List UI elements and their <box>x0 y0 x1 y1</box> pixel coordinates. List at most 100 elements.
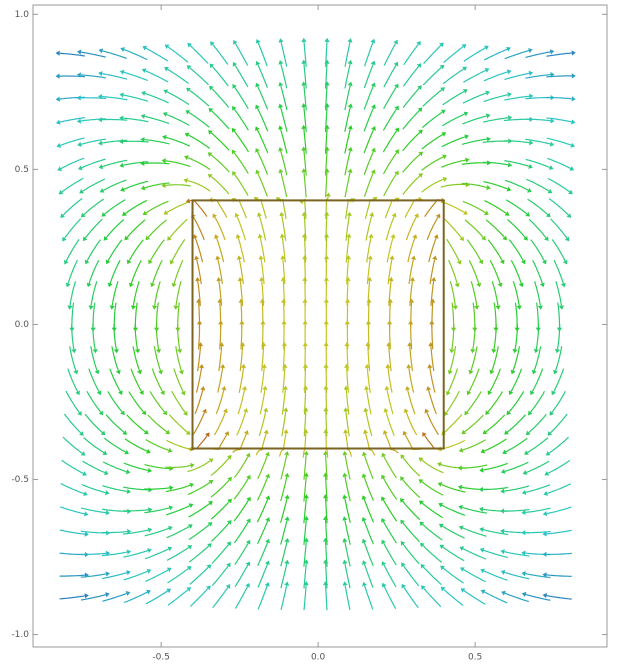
arrowhead <box>119 162 124 168</box>
streamline <box>504 160 530 167</box>
arrowhead <box>564 236 570 242</box>
arrowhead <box>431 276 437 282</box>
streamline <box>421 178 444 193</box>
streamline <box>303 498 307 524</box>
arrowhead <box>371 147 376 153</box>
arrowhead <box>461 44 467 49</box>
arrowhead <box>162 134 167 140</box>
streamline <box>364 585 374 610</box>
arrowhead <box>438 502 444 508</box>
streamline <box>363 476 374 501</box>
arrowhead <box>545 212 551 218</box>
arrowhead <box>342 472 348 478</box>
x-tick-label: 0.5 <box>468 653 482 663</box>
streamline <box>491 346 499 371</box>
streamline <box>422 566 442 586</box>
arrowhead <box>90 327 96 332</box>
arrowhead <box>347 125 353 130</box>
streamline <box>169 218 188 239</box>
arrowhead <box>472 327 478 332</box>
arrowhead <box>62 236 67 242</box>
streamline <box>346 280 349 306</box>
arrowhead <box>187 545 193 550</box>
streamline <box>344 128 351 154</box>
streamline <box>196 259 202 285</box>
streamline <box>257 563 268 588</box>
arrowhead <box>232 105 237 111</box>
streamline <box>134 302 138 328</box>
arrowhead <box>76 72 81 78</box>
streamline <box>145 439 169 451</box>
streamline <box>280 498 288 523</box>
arrowhead <box>56 142 62 148</box>
arrowhead <box>387 298 393 303</box>
arrowhead <box>489 369 495 375</box>
streamline <box>80 552 107 555</box>
arrowhead <box>186 587 192 592</box>
streamline <box>505 437 528 453</box>
arrowhead <box>439 64 445 70</box>
arrowhead <box>521 530 526 536</box>
streamline <box>217 367 224 393</box>
streamline <box>344 585 351 611</box>
streamline <box>59 574 86 577</box>
streamline <box>234 86 249 109</box>
arrowhead <box>113 348 119 354</box>
streamline <box>442 90 465 106</box>
streamline <box>144 507 170 514</box>
arrowhead <box>361 495 367 500</box>
arrowhead <box>98 71 103 77</box>
arrowhead <box>147 467 153 473</box>
arrowhead <box>77 141 82 147</box>
streamline <box>102 179 127 191</box>
arrowhead <box>284 559 290 565</box>
arrowhead <box>549 49 555 55</box>
streamline <box>504 551 530 557</box>
arrowhead <box>94 369 100 375</box>
streamline <box>367 280 371 306</box>
streamline <box>441 201 465 214</box>
y-tick-label: -0.5 <box>11 475 29 485</box>
arrowhead <box>103 470 109 476</box>
arrowhead <box>493 327 499 332</box>
arrowhead <box>416 63 422 68</box>
arrowhead <box>405 386 411 391</box>
streamline <box>103 437 126 453</box>
arrowhead <box>128 282 134 288</box>
arrowhead <box>301 168 307 173</box>
arrowhead <box>344 363 350 368</box>
arrowhead <box>301 103 307 108</box>
streamline <box>325 215 328 241</box>
arrowhead <box>205 432 210 438</box>
arrowhead <box>418 151 424 157</box>
streamline <box>402 522 420 543</box>
streamline <box>363 64 374 89</box>
arrowhead <box>186 65 192 70</box>
arrowhead <box>240 363 247 369</box>
arrowhead <box>440 586 446 592</box>
streamline <box>144 548 169 560</box>
streamline <box>402 457 421 477</box>
arrowhead <box>394 105 399 111</box>
streamline <box>303 128 307 154</box>
arrowhead <box>458 525 464 531</box>
streamline <box>491 281 499 306</box>
arrowhead <box>84 259 90 265</box>
arrowhead <box>260 342 267 347</box>
arrowhead <box>422 432 427 437</box>
streamline <box>410 302 413 328</box>
arrowhead <box>231 149 237 155</box>
arrowhead <box>361 538 367 544</box>
streamline <box>366 259 371 285</box>
arrowhead <box>556 327 563 332</box>
streamline <box>527 437 549 454</box>
arrowhead <box>442 176 448 182</box>
arrowhead <box>278 125 284 130</box>
arrowhead <box>419 542 425 548</box>
arrowhead <box>525 211 531 217</box>
arrowhead <box>162 112 168 117</box>
streamline <box>325 172 328 198</box>
streamline <box>280 107 288 132</box>
streamline <box>123 550 149 558</box>
arrowhead <box>84 511 89 517</box>
